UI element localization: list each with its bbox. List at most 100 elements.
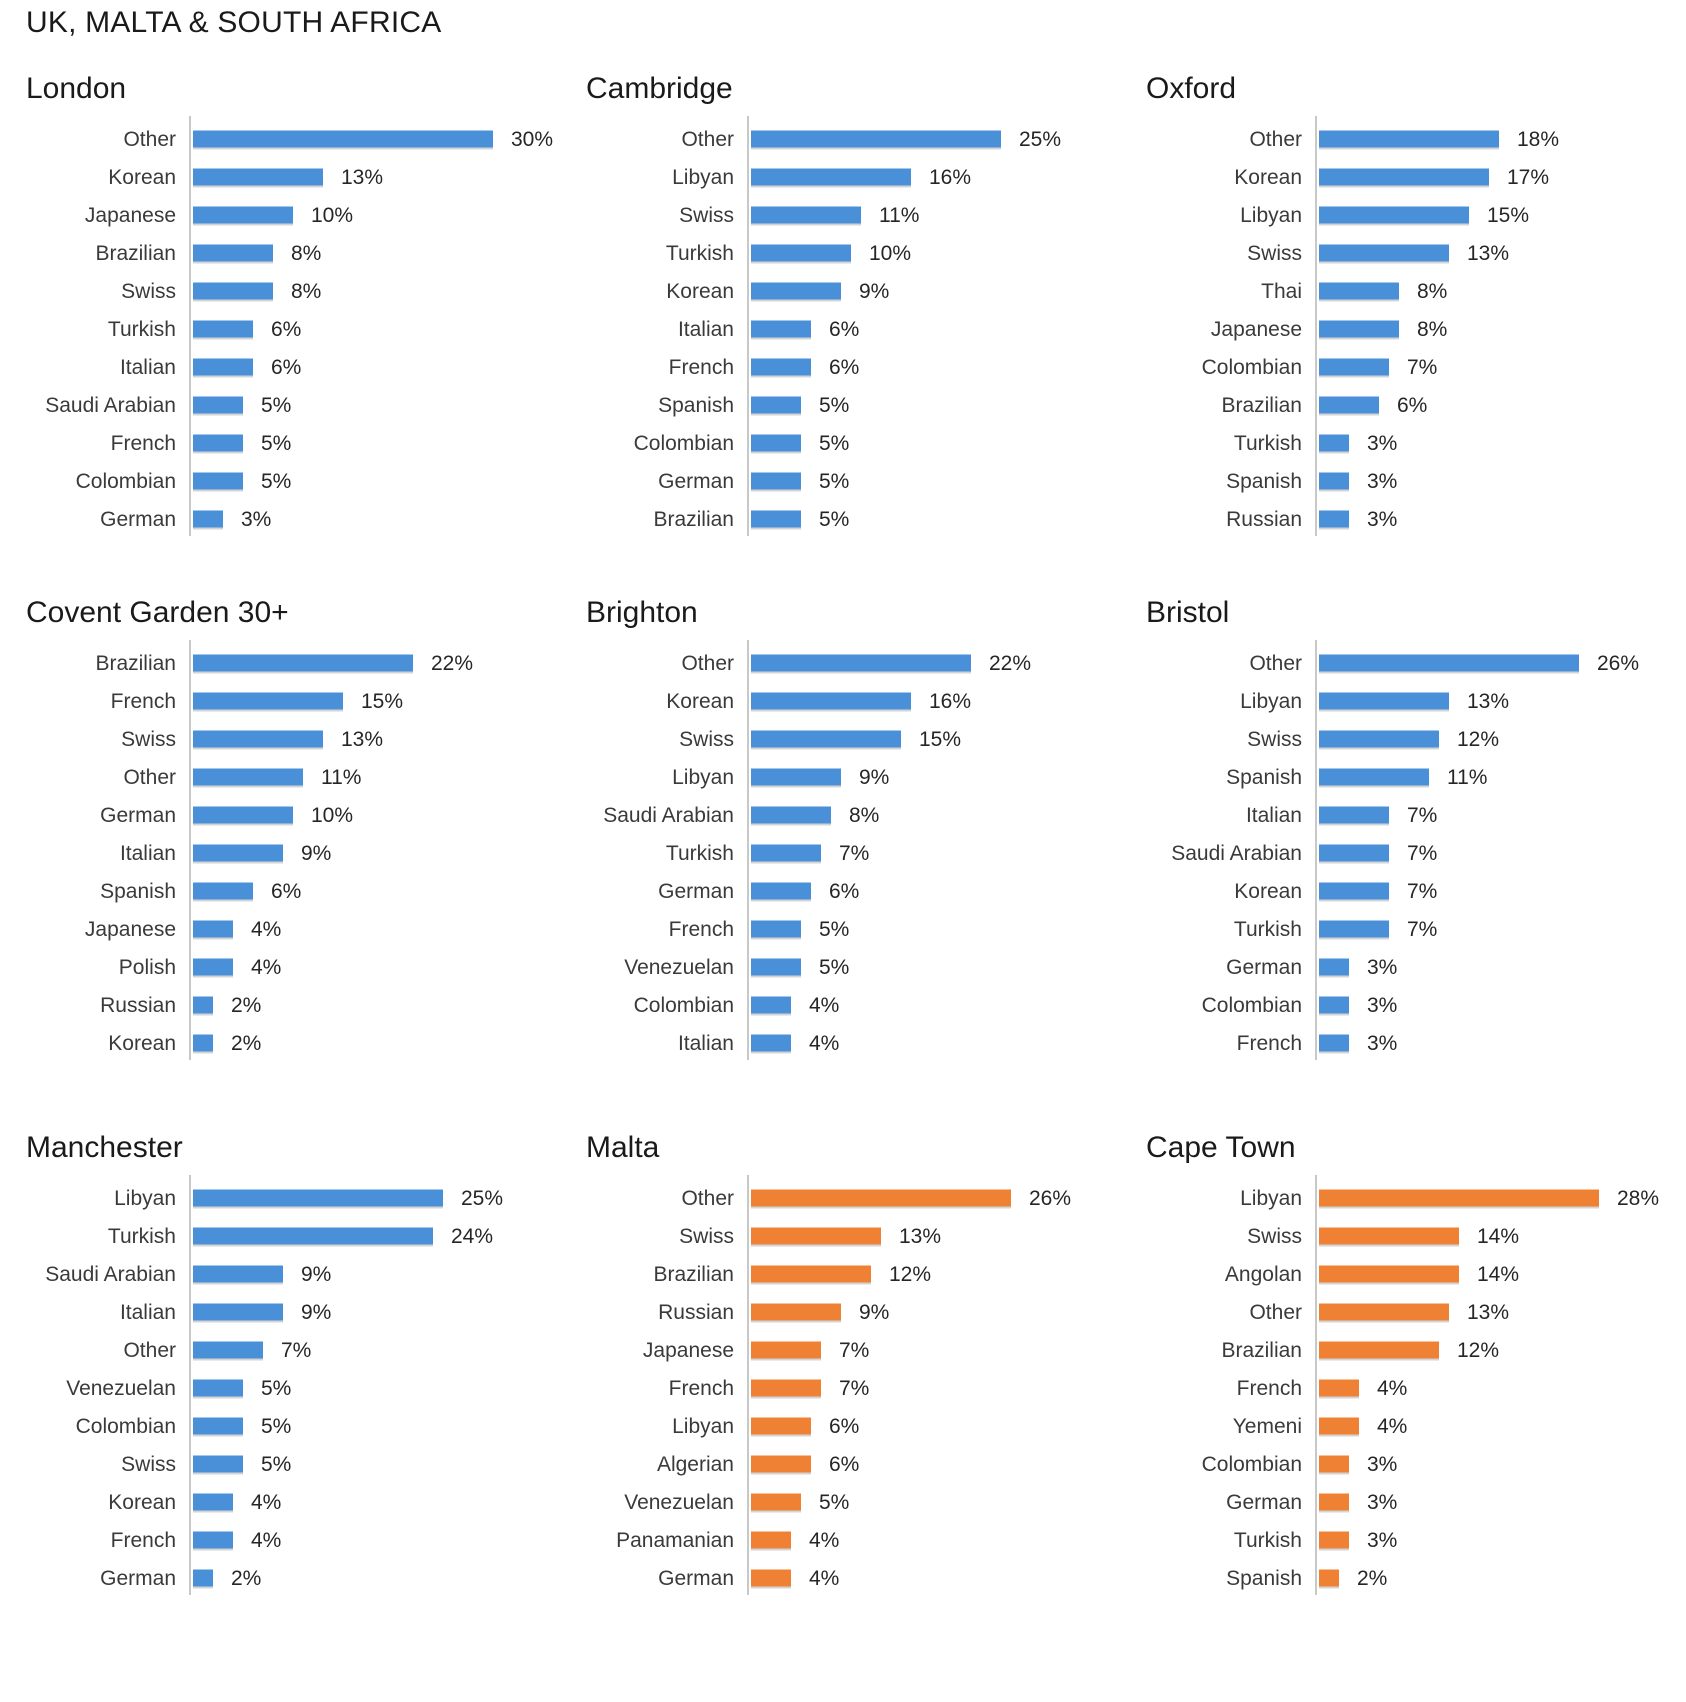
bar-shadow bbox=[193, 861, 283, 864]
bar bbox=[751, 1227, 881, 1245]
bar bbox=[193, 1493, 233, 1511]
value-label: 7% bbox=[281, 1339, 311, 1362]
bar-chart: Other 26% Swiss 13% Brazilian 12% Russian 9% Jap… bbox=[616, 1175, 1071, 1595]
bar bbox=[193, 1569, 213, 1587]
bar bbox=[193, 244, 273, 262]
category-label: Swiss bbox=[1247, 1225, 1302, 1248]
bar-shadow bbox=[751, 527, 801, 530]
value-label: 6% bbox=[271, 318, 301, 341]
bar-shadow bbox=[193, 1358, 263, 1361]
value-label: 10% bbox=[869, 242, 911, 265]
bar-shadow bbox=[751, 1013, 791, 1016]
value-label: 9% bbox=[301, 1263, 331, 1286]
category-label: Russian bbox=[658, 1301, 734, 1324]
value-label: 5% bbox=[819, 1491, 849, 1514]
value-label: 3% bbox=[1367, 1529, 1397, 1552]
category-label: Libyan bbox=[672, 1415, 734, 1438]
value-label: 8% bbox=[291, 280, 321, 303]
bar bbox=[193, 882, 253, 900]
bar-chart: Libyan 25% Turkish 24% Saudi Arabian 9% Italia… bbox=[45, 1175, 503, 1595]
value-label: 3% bbox=[1367, 432, 1397, 455]
bar-shadow bbox=[193, 823, 293, 826]
bar-shadow bbox=[193, 261, 273, 264]
bar-shadow bbox=[1319, 861, 1389, 864]
bar bbox=[751, 1379, 821, 1397]
value-label: 11% bbox=[879, 204, 919, 227]
category-label: Other bbox=[1249, 652, 1302, 675]
category-label: German bbox=[658, 1567, 734, 1590]
value-label: 12% bbox=[889, 1263, 931, 1286]
category-label: Turkish bbox=[1234, 918, 1302, 941]
category-label: Colombian bbox=[634, 994, 734, 1017]
category-label: French bbox=[1237, 1032, 1302, 1055]
value-label: 4% bbox=[1377, 1377, 1407, 1400]
bar-shadow bbox=[1319, 671, 1579, 674]
bar bbox=[1319, 996, 1349, 1014]
category-label: Other bbox=[123, 1339, 176, 1362]
value-label: 2% bbox=[231, 1567, 261, 1590]
bar-shadow bbox=[193, 785, 303, 788]
category-label: French bbox=[669, 356, 734, 379]
value-label: 6% bbox=[271, 356, 301, 379]
bar bbox=[1319, 510, 1349, 528]
category-label: Korean bbox=[108, 1032, 176, 1055]
bar-shadow bbox=[193, 1472, 243, 1475]
bar-shadow bbox=[1319, 1206, 1599, 1209]
bar-shadow bbox=[1319, 299, 1399, 302]
chart-panel-malta: Malta Other 26% Swiss 13% Brazilian 12% Russia… bbox=[586, 1131, 1136, 1601]
bar bbox=[1319, 320, 1399, 338]
bar-shadow bbox=[1319, 1586, 1339, 1589]
value-label: 7% bbox=[1407, 804, 1437, 827]
bar-shadow bbox=[751, 1396, 821, 1399]
category-label: Turkish bbox=[666, 242, 734, 265]
bar-shadow bbox=[193, 1051, 213, 1054]
bar bbox=[751, 1569, 791, 1587]
bar-shadow bbox=[1319, 1358, 1439, 1361]
category-label: Colombian bbox=[634, 432, 734, 455]
bar-chart: Other 25% Libyan 16% Swiss 11% Turkish 10% Korea… bbox=[634, 116, 1061, 536]
bar bbox=[193, 510, 223, 528]
bar-shadow bbox=[1319, 1510, 1349, 1513]
category-label: Korean bbox=[108, 1491, 176, 1514]
category-label: Spanish bbox=[100, 880, 176, 903]
value-label: 3% bbox=[1367, 1491, 1397, 1514]
category-label: French bbox=[669, 1377, 734, 1400]
bar bbox=[1319, 654, 1579, 672]
category-label: Russian bbox=[100, 994, 176, 1017]
bar bbox=[751, 920, 801, 938]
category-label: Spanish bbox=[1226, 1567, 1302, 1590]
value-label: 26% bbox=[1597, 652, 1639, 675]
value-label: 9% bbox=[301, 842, 331, 865]
category-label: Korean bbox=[666, 280, 734, 303]
bar-shadow bbox=[193, 1320, 283, 1323]
bar-shadow bbox=[193, 937, 233, 940]
bar-shadow bbox=[193, 975, 233, 978]
chart-panel-brighton: Brighton Other 22% Korean 16% Swiss 15% Libyan… bbox=[586, 596, 1136, 1066]
category-label: Korean bbox=[1234, 166, 1302, 189]
category-label: French bbox=[111, 432, 176, 455]
bar bbox=[1319, 1227, 1459, 1245]
bar bbox=[193, 1341, 263, 1359]
bar bbox=[193, 1265, 283, 1283]
value-label: 9% bbox=[301, 1301, 331, 1324]
chart-panel-cape-town: Cape Town Libyan 28% Swiss 14% Angolan 14% Oth… bbox=[1146, 1131, 1686, 1601]
bar-shadow bbox=[751, 223, 861, 226]
bar-shadow bbox=[1319, 1548, 1349, 1551]
value-label: 6% bbox=[829, 318, 859, 341]
bar bbox=[193, 282, 273, 300]
bar-shadow bbox=[751, 1434, 811, 1437]
value-label: 7% bbox=[1407, 356, 1437, 379]
category-label: Colombian bbox=[76, 1415, 176, 1438]
value-label: 11% bbox=[1447, 766, 1487, 789]
value-label: 4% bbox=[809, 994, 839, 1017]
category-label: Japanese bbox=[85, 918, 176, 941]
bar-shadow bbox=[1319, 1320, 1449, 1323]
bar-shadow bbox=[1319, 451, 1349, 454]
bar bbox=[751, 434, 801, 452]
bar-shadow bbox=[751, 261, 851, 264]
bar-shadow bbox=[751, 899, 811, 902]
bar-shadow bbox=[751, 1051, 791, 1054]
value-label: 3% bbox=[1367, 956, 1397, 979]
bar-shadow bbox=[751, 785, 841, 788]
category-label: Saudi Arabian bbox=[1171, 842, 1302, 865]
